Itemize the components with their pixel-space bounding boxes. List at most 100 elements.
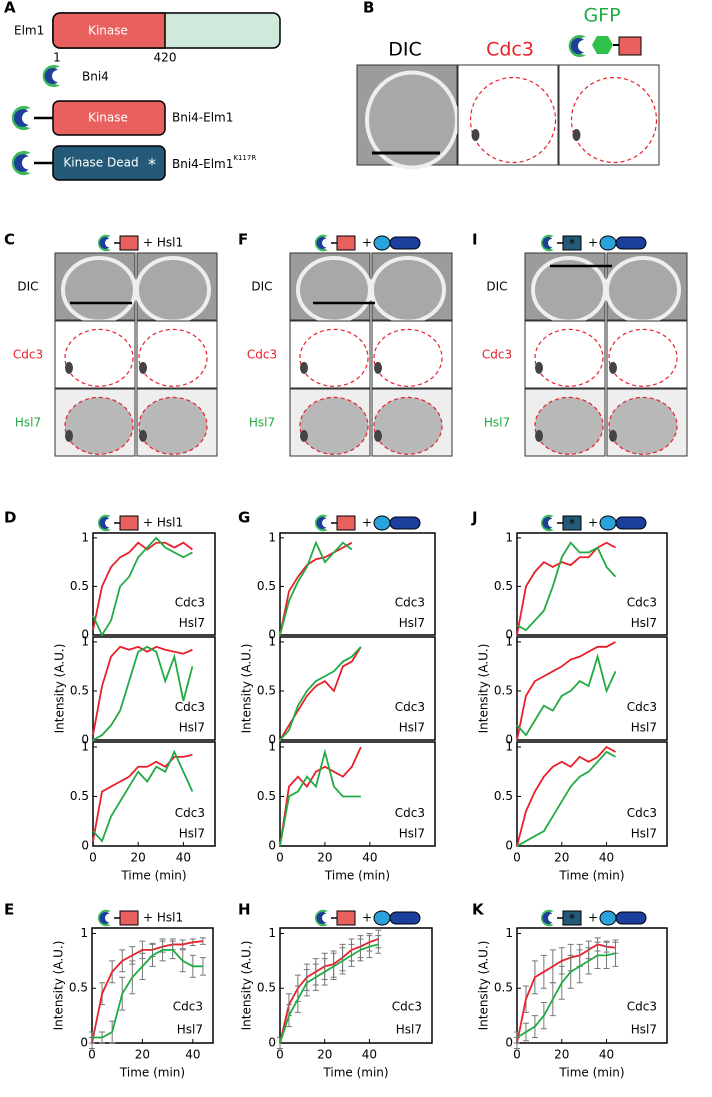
cell-outline [61, 256, 137, 324]
cell-signal [300, 397, 368, 455]
hsl7-icon [373, 515, 391, 531]
bni4-icon [542, 237, 553, 249]
kinase-icon [119, 235, 139, 251]
header-label: + [362, 911, 372, 925]
data-line [279, 541, 353, 636]
domain-label: Kinase Dead [63, 156, 138, 170]
plot-frame [516, 532, 668, 636]
y-tick-label: 1 [268, 530, 276, 544]
plot-frame [92, 532, 216, 636]
plot-frame [91, 927, 214, 1044]
hsl7-icon [615, 236, 647, 250]
cell-outline [64, 396, 134, 455]
header-label: + [588, 911, 598, 925]
x-tick-label: 40 [176, 851, 191, 865]
panel-letter: C [4, 231, 15, 249]
header-label: + [362, 236, 372, 250]
x-tick-label: 40 [362, 1048, 377, 1062]
cell-signal [65, 397, 133, 455]
data-line [279, 646, 362, 741]
data-line [516, 750, 616, 847]
construct-name: Bni4-Elm1 [172, 111, 233, 125]
series-label: Cdc3 [627, 595, 657, 609]
septin-spot [471, 129, 480, 141]
data-line [279, 943, 379, 1044]
data-line [516, 653, 617, 737]
error-bar [199, 937, 206, 945]
series-label: Hsl7 [396, 1022, 422, 1036]
panel-letter: B [363, 0, 374, 17]
septin-spot [300, 429, 308, 442]
cell-outline [373, 396, 443, 455]
data-line [92, 541, 193, 631]
y-tick-label: 1 [505, 634, 513, 648]
header-label: + Hsl1 [143, 236, 183, 250]
kinase-icon [562, 235, 582, 251]
y-tick-label: 0 [505, 628, 513, 642]
y-tick-label: 0 [268, 1036, 276, 1050]
kinase-icon [618, 36, 642, 56]
cdc3-image [524, 320, 606, 389]
data-line [516, 745, 616, 847]
y-tick-label: 0.5 [70, 789, 89, 803]
mutation-mark: * [148, 155, 156, 174]
cell-outline [534, 328, 604, 387]
plot-frame [279, 532, 436, 636]
bni4-icon [44, 68, 58, 84]
bni4-icon [13, 154, 29, 172]
gfp-label: GFP [583, 5, 620, 27]
cell-signal [535, 397, 603, 455]
y-tick-label: 0.5 [494, 683, 513, 697]
cell-outline [138, 328, 208, 387]
x-axis-label: Time (min) [119, 1066, 185, 1080]
y-axis-label: Intensity (A.U.) [240, 941, 254, 1031]
kinase-icon [336, 235, 356, 251]
channel-label: Hsl7 [249, 416, 275, 430]
bni4-icon [99, 912, 110, 924]
data-line [516, 541, 616, 636]
x-tick-label: 20 [135, 1048, 150, 1062]
hsl7-icon [615, 911, 647, 925]
channel-label: Hsl7 [484, 416, 510, 430]
cell-outline [135, 256, 211, 324]
y-tick-label: 0 [81, 628, 89, 642]
cell-signal [374, 397, 442, 455]
channel-label: Cdc3 [486, 39, 534, 61]
hsl7-icon [599, 235, 617, 251]
cell-outline [531, 256, 607, 324]
series-label: Hsl7 [631, 721, 657, 735]
y-tick-label: 0 [81, 839, 89, 853]
plot-frame [92, 636, 216, 741]
series-label: Hsl7 [631, 1022, 657, 1036]
kinase-icon [119, 515, 139, 531]
y-tick-label: 0.5 [494, 789, 513, 803]
cell-outline [605, 256, 681, 324]
series-label: Hsl7 [177, 1022, 203, 1036]
data-line [92, 949, 203, 1039]
cell-outline [299, 396, 369, 455]
data-line [279, 540, 353, 636]
cell-outline [64, 328, 134, 387]
panel-letter: E [4, 901, 14, 919]
series-label: Cdc3 [175, 700, 205, 714]
series-label: Cdc3 [173, 999, 203, 1013]
y-axis-label: Intensity (A.U.) [52, 941, 66, 1031]
cell-outline [296, 256, 372, 324]
x-tick-label: 0 [276, 851, 284, 865]
data-line [92, 753, 193, 842]
series-label: Cdc3 [627, 999, 657, 1013]
mutation-mark: * [569, 912, 575, 926]
cdc3-image [136, 320, 218, 389]
x-axis-label: Time (min) [324, 869, 390, 883]
series-label: Cdc3 [395, 700, 425, 714]
septin-spot [572, 129, 581, 141]
error-bar [199, 957, 206, 976]
series-label: Hsl7 [399, 827, 425, 841]
cell-outline [608, 328, 678, 387]
series-label: Cdc3 [392, 999, 422, 1013]
bni4-icon [99, 517, 110, 530]
series-label: Hsl7 [399, 721, 425, 735]
kinase-domain [52, 12, 166, 49]
y-tick-label: 1 [268, 926, 276, 940]
plot-frame [516, 636, 668, 741]
